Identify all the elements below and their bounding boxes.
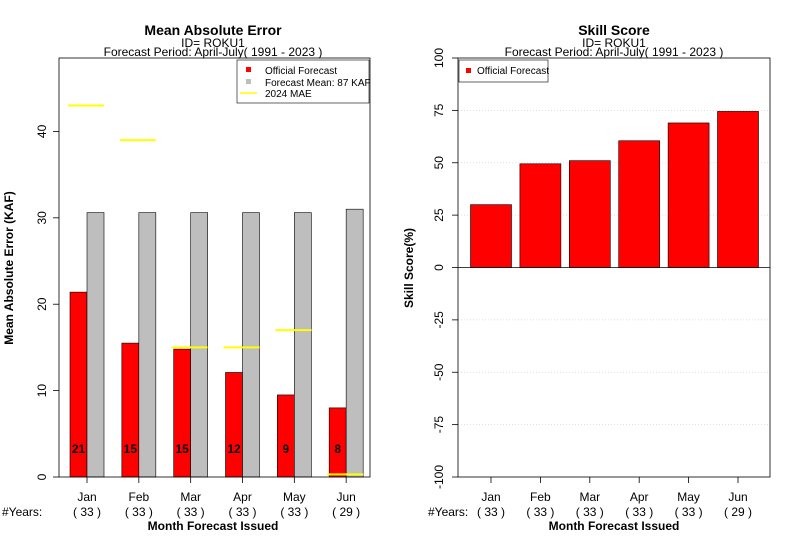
skill-title: Skill Score — [578, 22, 650, 38]
mae-bar-official-mar — [173, 348, 191, 478]
mae-bar-mean-may — [294, 212, 312, 478]
skill-x-tick-label-may: May — [677, 490, 700, 504]
skill-y-tick-label--100: -100 — [432, 465, 446, 489]
mae-bar-label-feb: 15 — [124, 442, 138, 456]
skill-years-mar: ( 33 ) — [576, 505, 604, 519]
skill-x-tick-label-feb: Feb — [530, 490, 551, 504]
mae-x-axis-label: Month Forecast Issued — [148, 519, 279, 533]
mae-bar-official-feb — [121, 342, 140, 478]
skill-bar-jun — [717, 111, 759, 268]
skill-subtitle-id: ID= ROKU1 — [582, 36, 646, 50]
mae-x-tick-label-may: May — [283, 490, 306, 504]
skill-y-tick-label--50: -50 — [432, 363, 446, 381]
mae-y-tick-label-30: 30 — [35, 211, 49, 225]
skill-y-tick-label-100: 100 — [432, 48, 446, 68]
skill-y-tick-label-0: 0 — [432, 264, 446, 271]
mae-bar-mean-jan — [86, 212, 105, 478]
skill-y-axis-label: Skill Score(%) — [402, 228, 416, 308]
mae-subtitle-id: ID= ROKU1 — [181, 36, 245, 50]
mae-title: Mean Absolute Error — [144, 22, 282, 38]
skill-y-tick-label-75: 75 — [432, 103, 446, 117]
skill-legend-box — [458, 59, 549, 83]
skill-legend-swatch-official — [466, 68, 471, 73]
skill-bar-feb — [519, 163, 562, 268]
mae-bar-label-jan: 21 — [72, 442, 86, 456]
mae-y-tick-label-0: 0 — [35, 473, 49, 480]
mae-bar-mean-feb — [138, 212, 157, 478]
skill-x-axis-label: Month Forecast Issued — [549, 519, 680, 533]
mae-years-may: ( 33 ) — [280, 505, 308, 519]
mae-y-tick-label-10: 10 — [35, 384, 49, 398]
skill-y-tick-label-25: 25 — [432, 208, 446, 222]
skill-x-tick-label-mar: Mar — [579, 490, 600, 504]
mae-x-tick-label-jan: Jan — [77, 490, 96, 504]
skill-bar-jan — [470, 204, 512, 268]
skill-y-tick-label--75: -75 — [432, 416, 446, 434]
skill-years-jun: ( 29 ) — [724, 505, 752, 519]
mae-plot-frame — [58, 57, 371, 478]
skill-bar-mar — [568, 160, 611, 268]
mae-legend-box — [236, 59, 370, 104]
mae-bar-official-may — [277, 394, 295, 478]
mae-bar-label-apr: 12 — [227, 442, 241, 456]
mae-years-jun: ( 29 ) — [332, 505, 360, 519]
skill-years-label: #Years: — [428, 505, 468, 519]
mae-subtitle-period: Forecast Period: April-July( 1991 - 2023… — [104, 45, 323, 59]
mae-x-tick-label-mar: Mar — [180, 490, 201, 504]
skill-y-tick-label-50: 50 — [432, 156, 446, 170]
mae-legend-label-official: Official Forecast — [265, 66, 337, 77]
mae-years-label: #Years: — [2, 505, 42, 519]
mae-years-apr: ( 33 ) — [228, 505, 256, 519]
skill-x-tick-label-jan: Jan — [481, 490, 500, 504]
skill-y-tick-label--25: -25 — [432, 311, 446, 329]
mae-bar-label-jun: 8 — [334, 442, 341, 456]
skill-years-may: ( 33 ) — [675, 505, 703, 519]
skill-years-apr: ( 33 ) — [625, 505, 653, 519]
mae-legend: Official Forecast Forecast Mean: 87 KAF … — [236, 59, 371, 104]
skill-legend: Official Forecast — [458, 59, 549, 83]
mae-bar-mean-jun — [345, 208, 364, 478]
skill-subtitle-period: Forecast Period: April-July( 1991 - 2023… — [505, 45, 724, 59]
mae-x-tick-label-jun: Jun — [336, 490, 355, 504]
mae-y-tick-label-40: 40 — [35, 124, 49, 138]
mae-legend-label-mean: Forecast Mean: 87 KAF — [265, 78, 371, 89]
mae-legend-label-mae: 2024 MAE — [265, 89, 312, 100]
mae-years-jan: ( 33 ) — [73, 505, 101, 519]
mae-y-axis-label: Mean Absolute Error (KAF) — [2, 191, 16, 345]
mae-legend-swatch-official — [246, 67, 251, 72]
mae-bar-official-apr — [225, 372, 243, 478]
mae-years-feb: ( 33 ) — [125, 505, 153, 519]
skill-years-feb: ( 33 ) — [526, 505, 554, 519]
skill-bar-may — [667, 122, 710, 268]
skill-x-tick-label-apr: Apr — [630, 490, 649, 504]
mae-years-mar: ( 33 ) — [177, 505, 205, 519]
mae-x-tick-label-feb: Feb — [128, 490, 149, 504]
mae-bar-mean-mar — [190, 212, 208, 478]
mae-bar-mean-apr — [242, 212, 260, 478]
skill-x-tick-label-jun: Jun — [728, 490, 747, 504]
mae-x-tick-label-apr: Apr — [233, 490, 252, 504]
mae-bar-label-may: 9 — [282, 442, 289, 456]
mae-bar-label-mar: 15 — [175, 442, 189, 456]
skill-legend-label-official: Official Forecast — [477, 66, 549, 77]
skill-years-jan: ( 33 ) — [477, 505, 505, 519]
skill-bar-apr — [618, 140, 661, 268]
mae-y-tick-label-20: 20 — [35, 297, 49, 311]
mae-legend-swatch-mean — [246, 79, 251, 84]
